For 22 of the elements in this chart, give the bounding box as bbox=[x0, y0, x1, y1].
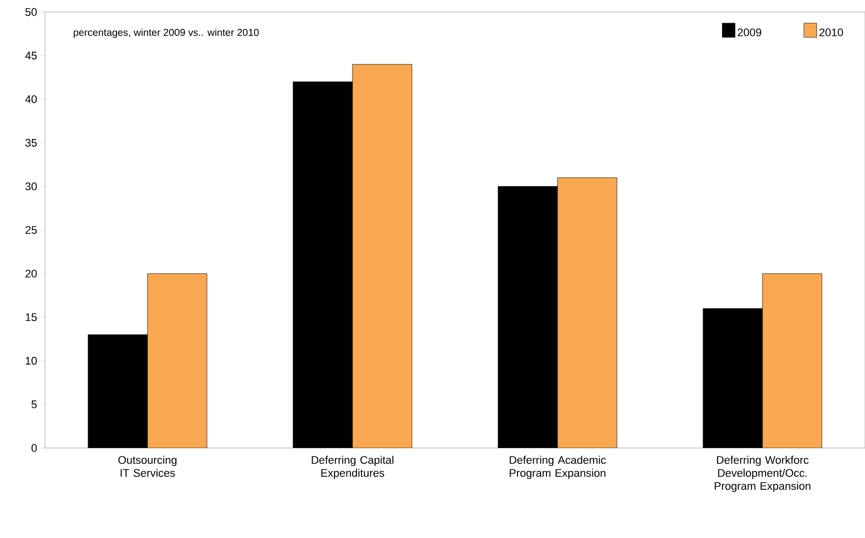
x-tick-label: Deferring Capital Expenditures bbox=[312, 456, 394, 480]
y-tick-label: 50 bbox=[25, 8, 37, 16]
legend-label: 2009 bbox=[738, 28, 762, 36]
x-tick-label: Deferring Academic Program Expansion bbox=[510, 456, 606, 480]
x-tick-label: Deferring Workforc Development/Occ. Program Expansion bbox=[714, 456, 810, 492]
y-tick-label: 30 bbox=[25, 182, 37, 190]
text: percentages, winter 2009 vs.. winter 2010 bbox=[74, 28, 259, 38]
bar bbox=[557, 177, 618, 448]
y-tick-label: 35 bbox=[25, 138, 37, 147]
bar bbox=[352, 64, 412, 448]
bar bbox=[147, 273, 208, 448]
y-tick-label: 45 bbox=[25, 52, 37, 60]
legend-label: 2010 bbox=[819, 28, 843, 36]
y-tick-label: 25 bbox=[26, 226, 37, 234]
y-tick-label: 15 bbox=[26, 313, 37, 322]
y-tick-label: 5 bbox=[32, 400, 37, 408]
bar bbox=[762, 273, 822, 448]
y-tick-label: 40 bbox=[25, 95, 37, 104]
y-tick-label: 0 bbox=[32, 444, 37, 452]
x-tick-label: Outsourcing IT Services bbox=[118, 456, 176, 477]
y-tick-label: 20 bbox=[26, 270, 37, 278]
y-tick-label: 10 bbox=[26, 356, 37, 365]
